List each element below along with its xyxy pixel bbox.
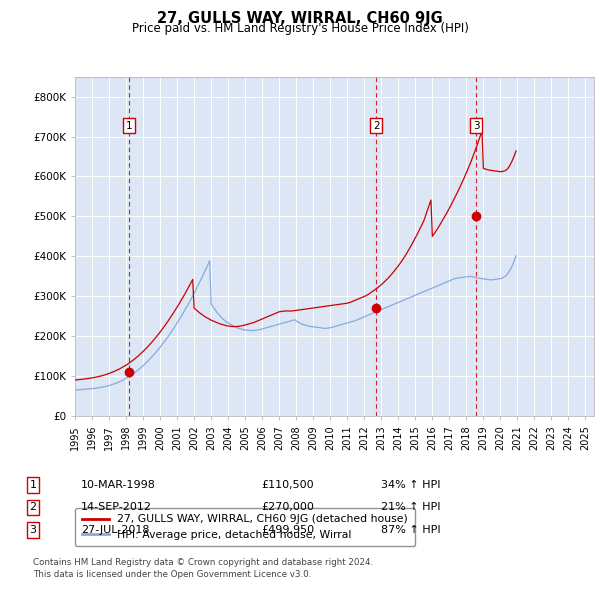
Text: 14-SEP-2012: 14-SEP-2012 xyxy=(81,503,152,512)
Text: £499,950: £499,950 xyxy=(261,525,314,535)
Legend: 27, GULLS WAY, WIRRAL, CH60 9JG (detached house), HPI: Average price, detached h: 27, GULLS WAY, WIRRAL, CH60 9JG (detache… xyxy=(75,508,415,546)
Text: Contains HM Land Registry data © Crown copyright and database right 2024.
This d: Contains HM Land Registry data © Crown c… xyxy=(33,558,373,579)
Text: 87% ↑ HPI: 87% ↑ HPI xyxy=(381,525,440,535)
Text: 1: 1 xyxy=(126,121,133,131)
Text: 1: 1 xyxy=(29,480,37,490)
Text: 2: 2 xyxy=(29,503,37,512)
Text: 3: 3 xyxy=(29,525,37,535)
Text: £110,500: £110,500 xyxy=(261,480,314,490)
Text: £270,000: £270,000 xyxy=(261,503,314,512)
Text: Price paid vs. HM Land Registry's House Price Index (HPI): Price paid vs. HM Land Registry's House … xyxy=(131,22,469,35)
Text: 27-JUL-2018: 27-JUL-2018 xyxy=(81,525,149,535)
Text: 3: 3 xyxy=(473,121,479,131)
Text: 10-MAR-1998: 10-MAR-1998 xyxy=(81,480,156,490)
Text: 27, GULLS WAY, WIRRAL, CH60 9JG: 27, GULLS WAY, WIRRAL, CH60 9JG xyxy=(157,11,443,25)
Text: 34% ↑ HPI: 34% ↑ HPI xyxy=(381,480,440,490)
Text: 21% ↑ HPI: 21% ↑ HPI xyxy=(381,503,440,512)
Text: 2: 2 xyxy=(373,121,380,131)
